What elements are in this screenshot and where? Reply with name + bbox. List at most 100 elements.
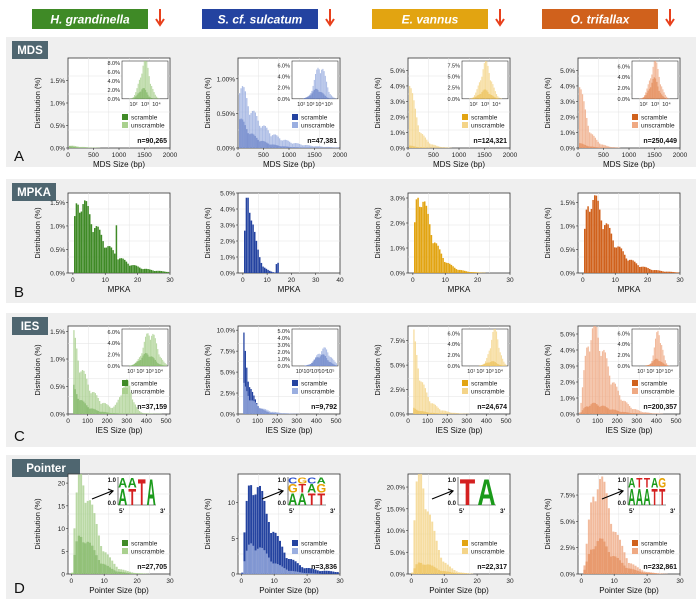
histogram-bar	[583, 565, 585, 574]
histogram-bar	[422, 488, 424, 574]
inset-bar	[140, 356, 141, 366]
sample-count: n=124,321	[473, 138, 507, 145]
x-axis-label: MPKA	[108, 285, 131, 294]
histogram-bar	[269, 411, 270, 414]
inset-bar	[320, 73, 321, 99]
inset-bar	[470, 98, 471, 99]
histogram-bar	[447, 565, 449, 574]
inset-bar	[145, 61, 146, 99]
inset-bar	[141, 74, 142, 99]
y-tick-label: 1.0%	[220, 255, 235, 262]
histogram-bar	[452, 266, 454, 273]
y-axis-label: Distribution (%)	[203, 77, 212, 129]
panel-letter: B	[14, 284, 24, 301]
logo-letter: C	[307, 476, 316, 486]
histogram-bar	[337, 572, 339, 574]
y-tick-label: 1.0%	[560, 223, 575, 230]
logo-ymin: 0.0	[448, 501, 457, 507]
x-tick-label: 30	[506, 578, 514, 585]
histogram-bar	[650, 572, 652, 574]
histogram-bar	[114, 254, 116, 273]
histogram-bar	[434, 242, 436, 273]
histogram-bar	[91, 505, 93, 574]
histogram-bar	[252, 400, 253, 414]
histogram-bar	[78, 361, 79, 414]
y-tick-label: 2.0%	[390, 114, 405, 121]
inset-bar	[491, 81, 492, 98]
y-tick-label: 0.0%	[390, 412, 405, 419]
y-tick-label: 4.0%	[560, 83, 575, 90]
histogram-bar	[608, 366, 609, 414]
x-tick-label: 100	[422, 418, 433, 425]
histogram-bar	[462, 270, 464, 273]
inset-bar	[321, 351, 322, 366]
histogram-bar	[144, 269, 146, 273]
y-tick-label: 0.5%	[50, 384, 65, 391]
y-axis-label: Distribution (%)	[203, 498, 212, 550]
legend-label-unscramble: unscramble	[471, 549, 505, 556]
y-tick-label: 4.0%	[220, 207, 235, 214]
histogram-bar	[476, 272, 478, 273]
inset-x-tick-label: 10²	[136, 369, 144, 375]
legend-label-unscramble: unscramble	[641, 389, 675, 396]
histogram-bar	[472, 272, 474, 273]
inset-y-tick-label: 6.0%	[107, 330, 120, 336]
inset-bar	[136, 88, 137, 99]
inset-bar	[165, 363, 166, 366]
histogram-bar	[149, 269, 151, 273]
histogram-bar	[308, 568, 310, 574]
histogram-bar	[302, 145, 303, 148]
sample-count: n=22,317	[477, 564, 507, 571]
inset-bar	[325, 76, 326, 99]
histogram-bar	[413, 330, 414, 415]
histogram-bar	[243, 87, 244, 148]
inset-bar	[336, 363, 337, 366]
inset-y-tick-label: 4.0%	[107, 341, 120, 347]
legend-label-scramble: scramble	[471, 115, 498, 122]
inset-bar	[666, 97, 667, 99]
x-tick-label: 0	[69, 578, 73, 585]
x-tick-label: 30	[506, 277, 514, 284]
y-tick-label: 0.0%	[390, 271, 405, 278]
histogram-bar	[292, 571, 294, 574]
histogram-bar	[426, 392, 427, 414]
x-axis-label: MPKA	[278, 285, 301, 294]
histogram-bar	[586, 348, 587, 414]
inset-y-tick-label: 0.0%	[107, 364, 120, 370]
histogram-bar	[258, 406, 259, 414]
x-tick-label: 0	[239, 578, 243, 585]
histogram-bar	[254, 232, 256, 273]
histogram-bar	[432, 243, 434, 273]
histogram-bar	[611, 234, 613, 273]
histogram-bar	[442, 258, 444, 273]
histogram-bar	[615, 147, 616, 148]
y-tick-label: 0.5%	[50, 123, 65, 130]
legend-swatch-unscramble	[462, 548, 468, 554]
histogram-bar	[262, 267, 264, 273]
inset-bar	[496, 94, 497, 99]
histogram-bar	[125, 382, 126, 414]
histogram-bar	[656, 413, 657, 414]
histogram-bar	[628, 404, 629, 414]
histogram-bar	[418, 474, 420, 574]
histogram-bar	[265, 126, 266, 148]
histogram-bar	[312, 146, 313, 148]
inset-y-tick-label: 2.5%	[447, 86, 460, 92]
y-tick-label: 1.00%	[217, 76, 236, 83]
inset-bar	[483, 365, 484, 366]
histogram-bar	[629, 260, 631, 273]
inset-bar	[325, 348, 326, 366]
histogram-bar	[135, 405, 136, 414]
histogram-bar	[313, 146, 314, 148]
histogram-bar	[431, 522, 433, 574]
inset-bar	[667, 365, 668, 366]
x-tick-label: 20	[644, 277, 652, 284]
histogram-bar	[298, 143, 299, 148]
histogram-bar	[99, 230, 101, 273]
inset-y-tick-label: 6.0%	[107, 70, 120, 76]
histogram-bar	[295, 143, 296, 148]
histogram-bar	[658, 414, 659, 415]
histogram-bar	[295, 571, 297, 574]
inset-bar	[146, 334, 147, 366]
histogram-bar	[430, 403, 431, 414]
